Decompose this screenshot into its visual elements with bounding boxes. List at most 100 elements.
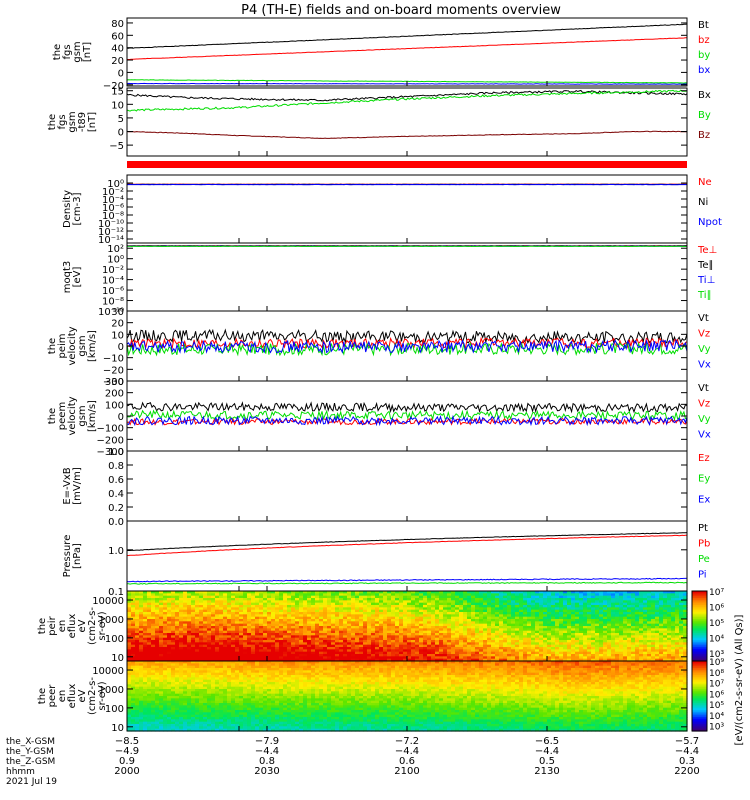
heatmap-cell xyxy=(343,640,348,643)
heatmap-cell xyxy=(511,628,516,632)
heatmap-cell xyxy=(395,616,400,620)
heatmap-cell xyxy=(283,626,288,629)
heatmap-cell xyxy=(447,609,452,613)
heatmap-cell xyxy=(159,705,164,709)
heatmap-cell xyxy=(603,614,608,618)
heatmap-cell xyxy=(631,658,636,662)
heatmap-cell xyxy=(139,621,144,625)
heatmap-cell xyxy=(635,600,640,604)
heatmap-cell xyxy=(235,623,240,627)
heatmap-cell xyxy=(283,609,288,613)
heatmap-cell xyxy=(447,621,452,625)
heatmap-cell xyxy=(167,647,172,650)
heatmap-cell xyxy=(291,642,296,646)
heatmap-cell xyxy=(143,728,148,732)
heatmap-cell xyxy=(455,626,460,629)
heatmap-cell xyxy=(583,600,588,604)
heatmap-cell xyxy=(131,635,136,639)
heatmap-cell xyxy=(195,595,200,599)
heatmap-cell xyxy=(191,642,196,646)
heatmap-cell xyxy=(599,621,604,625)
heatmap-cell xyxy=(251,633,256,636)
heatmap-cell xyxy=(495,656,500,660)
heatmap-cell xyxy=(311,602,316,606)
heatmap-cell xyxy=(167,656,172,660)
heatmap-cell xyxy=(651,633,656,636)
heatmap-cell xyxy=(367,656,372,660)
heatmap-cell xyxy=(391,607,396,611)
heatmap-cell xyxy=(587,595,592,599)
heatmap-cell xyxy=(339,649,344,653)
heatmap-cell xyxy=(255,656,260,660)
heatmap-cell xyxy=(127,619,132,622)
heatmap-cell xyxy=(387,614,392,618)
heatmap-cell xyxy=(411,609,416,613)
heatmap-cell xyxy=(475,651,480,655)
heatmap-cell xyxy=(631,607,636,611)
heatmap-cell xyxy=(471,647,476,650)
heatmap-cell xyxy=(259,644,264,648)
heatmap-cell xyxy=(463,649,468,653)
heatmap-cell xyxy=(179,677,184,681)
heatmap-cell xyxy=(235,640,240,643)
heatmap-cell xyxy=(131,705,136,709)
heatmap-cell xyxy=(619,647,624,650)
heatmap-cell xyxy=(179,635,184,639)
heatmap-cell xyxy=(587,623,592,627)
heatmap-cell xyxy=(619,633,624,636)
heatmap-cell xyxy=(451,628,456,632)
heatmap-cell xyxy=(599,591,604,594)
heatmap-cell xyxy=(167,698,172,702)
heatmap-cell xyxy=(399,626,404,629)
panel-frame xyxy=(126,242,688,312)
heatmap-cell xyxy=(607,595,612,599)
heatmap-cell xyxy=(167,724,172,727)
heatmap-cell xyxy=(195,619,200,622)
heatmap-cell xyxy=(483,642,488,646)
heatmap-cell xyxy=(139,602,144,606)
heatmap-cell xyxy=(583,591,588,594)
heatmap-cell xyxy=(323,605,328,608)
heatmap-cell xyxy=(215,630,220,634)
heatmap-cell xyxy=(187,605,192,608)
heatmap-cell xyxy=(487,635,492,639)
heatmap-cell xyxy=(619,658,624,662)
heatmap-cell xyxy=(483,633,488,636)
heatmap-cell xyxy=(663,600,668,604)
heatmap-cell xyxy=(543,637,548,641)
heatmap-cell xyxy=(555,658,560,662)
heatmap-cell xyxy=(375,640,380,643)
heatmap-cell xyxy=(307,614,312,618)
heatmap-cell xyxy=(619,635,624,639)
heatmap-cell xyxy=(367,593,372,597)
heatmap-cell xyxy=(159,670,164,674)
heatmap-cell xyxy=(667,602,672,606)
heatmap-cell xyxy=(235,616,240,620)
heatmap-cell xyxy=(611,593,616,597)
heatmap-cell xyxy=(555,640,560,643)
heatmap-cell xyxy=(487,628,492,632)
heatmap-cell xyxy=(291,654,296,657)
heatmap-cell xyxy=(487,630,492,634)
heatmap-cell xyxy=(343,626,348,629)
heatmap-cell xyxy=(167,607,172,611)
heatmap-cell xyxy=(499,616,504,620)
heatmap-cell xyxy=(163,644,168,648)
heatmap-cell xyxy=(611,656,616,660)
heatmap-cell xyxy=(127,714,132,718)
heatmap-cell xyxy=(643,623,648,627)
heatmap-cell xyxy=(287,623,292,627)
heatmap-cell xyxy=(559,614,564,618)
heatmap-cell xyxy=(635,647,640,650)
heatmap-cell xyxy=(627,630,632,634)
heatmap-cell xyxy=(163,700,168,704)
heatmap-cell xyxy=(271,621,276,625)
heatmap-cell xyxy=(439,626,444,629)
heatmap-cell xyxy=(527,607,532,611)
heatmap-cell xyxy=(367,630,372,634)
heatmap-cell xyxy=(475,605,480,608)
heatmap-cell xyxy=(263,630,268,634)
heatmap-cell xyxy=(235,619,240,622)
heatmap-cell xyxy=(183,642,188,646)
